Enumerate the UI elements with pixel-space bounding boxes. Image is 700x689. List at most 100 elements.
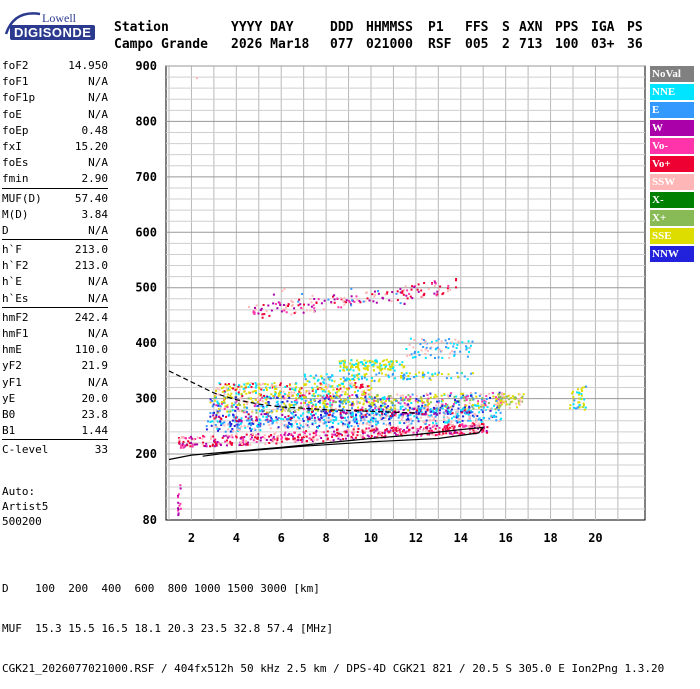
echo-dot: [497, 403, 499, 406]
echo-dot: [581, 386, 584, 389]
echo-dot: [399, 302, 402, 305]
echo-dot: [436, 424, 438, 427]
echo-dot: [347, 369, 350, 372]
echo-dot: [508, 397, 511, 400]
echo-dot: [400, 375, 402, 377]
echo-dot: [323, 397, 326, 400]
echo-dot: [350, 359, 353, 362]
echo-dot: [457, 414, 460, 417]
echo-dot: [221, 422, 224, 425]
echo-dot: [323, 378, 326, 381]
param-row: B1 1.44: [2, 422, 108, 438]
echo-dot: [455, 410, 458, 413]
echo-dot: [265, 416, 268, 419]
echo-dot: [238, 384, 240, 387]
echo-dot: [223, 400, 226, 403]
echo-dot: [493, 415, 495, 418]
echo-dot: [417, 407, 420, 410]
echo-dot: [252, 390, 255, 393]
echo-dot: [226, 423, 229, 426]
echo-dot: [306, 309, 309, 312]
param-row: foF2 14.950: [2, 57, 108, 73]
echo-dot: [344, 398, 347, 401]
echo-dot: [359, 434, 362, 437]
echo-dot: [245, 410, 248, 413]
echo-dot: [401, 375, 404, 378]
echo-dot: [358, 422, 361, 425]
echo-dot: [421, 413, 424, 415]
echo-dot: [191, 445, 194, 448]
echo-dot: [320, 375, 323, 378]
echo-dot: [340, 394, 343, 397]
echo-dot: [446, 290, 449, 293]
echo-dot: [369, 403, 372, 406]
echo-dot: [302, 425, 305, 428]
echo-dot: [344, 391, 347, 394]
echo-dot: [314, 421, 317, 424]
echo-dot: [517, 398, 520, 401]
echo-dot: [306, 403, 309, 406]
header-axn-value: 713: [519, 37, 543, 52]
echo-dot: [480, 403, 483, 406]
echo-dot: [515, 402, 518, 405]
echo-dot: [429, 409, 432, 412]
echo-dot: [325, 387, 328, 390]
echo-dot: [215, 404, 218, 407]
echo-dot: [257, 423, 260, 426]
echo-dot: [424, 403, 427, 406]
echo-dot: [190, 442, 193, 444]
echo-dot: [371, 416, 374, 419]
echo-dot: [332, 395, 335, 398]
echo-dot: [462, 393, 465, 396]
echo-dot: [358, 299, 361, 302]
echo-dot: [192, 438, 195, 441]
echo-dot: [286, 385, 288, 388]
echo-dot: [444, 402, 447, 405]
echo-dot: [371, 425, 374, 428]
echo-dot: [497, 398, 500, 401]
param-value: 23.8: [81, 407, 109, 421]
x-tick-label: 16: [498, 531, 512, 545]
echo-dot: [238, 402, 240, 405]
echo-dot: [448, 432, 451, 435]
echo-dot: [265, 411, 268, 414]
echo-dot: [377, 366, 380, 369]
echo-dot: [347, 299, 350, 302]
legend-item-sse: SSE: [650, 228, 694, 244]
echo-dot: [276, 435, 279, 438]
echo-dot: [452, 342, 455, 345]
echo-dot: [269, 397, 272, 400]
echo-dot: [278, 405, 281, 408]
echo-dot: [302, 401, 305, 404]
echo-dot: [462, 425, 465, 428]
echo-dot: [335, 401, 337, 404]
echo-dot: [257, 312, 260, 315]
echo-dot: [333, 298, 336, 301]
echo-dot: [498, 396, 501, 398]
echo-dot: [281, 436, 283, 439]
echo-dot: [483, 409, 486, 412]
legend-item-vo: Vo+: [650, 156, 694, 172]
echo-dot: [257, 433, 260, 436]
echo-dot: [378, 414, 381, 417]
echo-dot: [273, 438, 276, 441]
echo-dot: [216, 400, 219, 403]
echo-dot: [226, 404, 229, 407]
echo-dot: [338, 405, 341, 408]
echo-dot: [389, 365, 391, 368]
echo-dot: [322, 415, 325, 418]
param-key: D: [2, 223, 9, 237]
header-pps-value: 100: [555, 37, 579, 52]
echo-dot: [315, 405, 318, 408]
echo-dot: [262, 405, 265, 408]
echo-dot: [474, 392, 477, 395]
echo-dot: [430, 429, 433, 432]
echo-dot: [382, 422, 385, 425]
echo-dot: [252, 420, 255, 423]
echo-dot: [383, 364, 386, 366]
echo-dot: [398, 432, 401, 435]
echo-dot: [234, 388, 237, 391]
echo-dot: [447, 420, 450, 423]
echo-dot: [349, 362, 352, 365]
echo-dot: [259, 439, 262, 442]
